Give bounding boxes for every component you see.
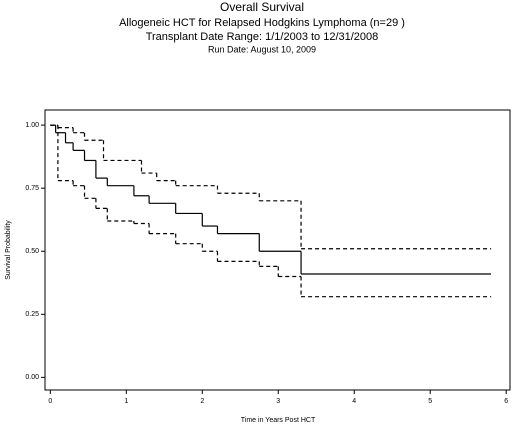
x-tick-label: 3: [276, 398, 280, 405]
plot-frame: [44, 109, 511, 391]
x-tick-label: 1: [124, 398, 128, 405]
x-axis-label: Time in Years Post HCT: [241, 417, 316, 424]
subtitle: Run Date: August 10, 2009: [208, 44, 316, 54]
y-tick-label: 0.50: [25, 248, 39, 255]
y-axis-label: Survival Probability: [5, 220, 12, 280]
x-tick-label: 4: [352, 398, 356, 405]
x-tick-label: 6: [504, 398, 508, 405]
y-tick-label: 0.00: [25, 374, 39, 381]
x-tick-label: 0: [48, 398, 52, 405]
y-tick-label: 0.25: [25, 311, 39, 318]
subtitle: Allogeneic HCT for Relapsed Hodgkins Lym…: [119, 17, 405, 29]
subtitle: Transplant Date Range: 1/1/2003 to 12/31…: [146, 31, 379, 43]
x-tick-label: 5: [428, 398, 432, 405]
y-tick-label: 1.00: [25, 122, 39, 129]
chart-title: Overall Survival: [220, 0, 304, 14]
y-tick-label: 0.75: [25, 185, 39, 192]
x-tick-label: 2: [200, 398, 204, 405]
